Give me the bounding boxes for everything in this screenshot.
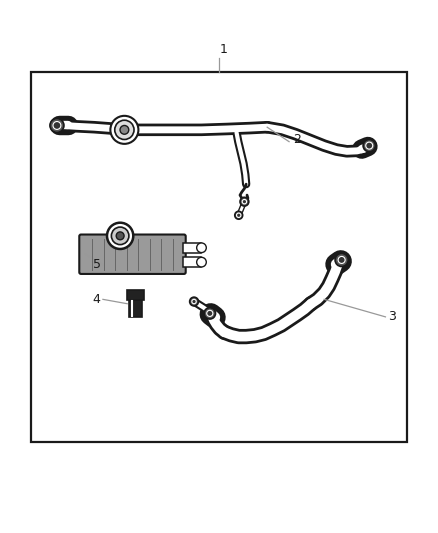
Text: 3: 3	[388, 310, 396, 324]
Circle shape	[338, 256, 345, 263]
Circle shape	[190, 297, 198, 306]
Circle shape	[207, 310, 213, 317]
Bar	[127, 290, 144, 300]
Bar	[183, 257, 201, 267]
Text: 5: 5	[93, 258, 101, 271]
Bar	[183, 243, 201, 253]
Bar	[129, 300, 142, 317]
Circle shape	[240, 197, 249, 206]
Circle shape	[204, 308, 215, 319]
Circle shape	[116, 232, 124, 240]
Text: 4: 4	[93, 293, 101, 306]
Circle shape	[50, 118, 64, 133]
Circle shape	[115, 120, 134, 140]
Circle shape	[335, 253, 348, 266]
Circle shape	[197, 257, 206, 267]
Circle shape	[363, 140, 375, 152]
Circle shape	[120, 125, 129, 134]
Circle shape	[53, 122, 61, 130]
Bar	[31, 71, 407, 442]
Circle shape	[111, 227, 129, 245]
Circle shape	[110, 116, 138, 144]
Circle shape	[237, 213, 241, 217]
Circle shape	[235, 211, 243, 219]
FancyBboxPatch shape	[79, 235, 186, 274]
Circle shape	[197, 243, 206, 253]
Text: 1: 1	[219, 43, 227, 56]
Circle shape	[107, 223, 133, 249]
Circle shape	[242, 199, 247, 204]
Circle shape	[192, 300, 196, 304]
Text: 2: 2	[293, 133, 301, 146]
Circle shape	[366, 142, 373, 149]
